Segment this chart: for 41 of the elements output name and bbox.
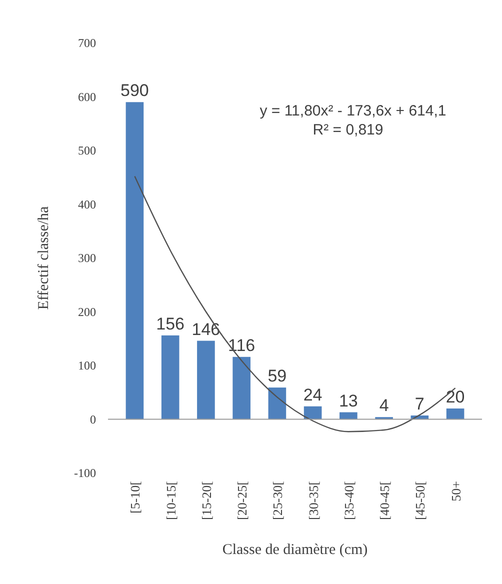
- y-tick-label: 0: [90, 412, 96, 426]
- data-label: 13: [338, 391, 358, 410]
- bar: [304, 406, 322, 420]
- y-tick-label: 200: [78, 304, 96, 319]
- bar: [126, 102, 144, 420]
- data-label: 59: [268, 366, 287, 386]
- x-tick-label: [15-20[: [198, 481, 214, 520]
- y-tick-label: -100: [74, 466, 96, 480]
- y-tick-label: 500: [78, 144, 96, 158]
- y-tick-label: 300: [78, 251, 96, 265]
- y-tick-label: 400: [78, 197, 96, 212]
- bar: [340, 412, 358, 420]
- bar: [161, 335, 180, 420]
- x-tick-label: 50+: [448, 481, 464, 502]
- bar: [446, 408, 464, 420]
- data-label: 156: [156, 314, 185, 334]
- data-label: 590: [120, 81, 149, 100]
- y-tick-label: 600: [78, 90, 96, 104]
- x-tick-label: [45-50[: [412, 481, 428, 520]
- x-tick-label: [25-30[: [270, 481, 286, 520]
- data-label: 24: [303, 385, 322, 404]
- x-tick-label: [10-15[: [163, 481, 178, 520]
- data-label: 7: [414, 394, 424, 414]
- bar: [232, 356, 250, 420]
- data-label: 146: [192, 320, 220, 339]
- y-axis-title: Effectif classe/ha: [36, 206, 52, 310]
- x-tick-label: [5-10[: [128, 481, 143, 514]
- bar: [268, 388, 286, 420]
- y-tick-label: 700: [78, 36, 96, 50]
- x-tick-label: [35-40[: [341, 481, 356, 520]
- x-axis-title: Classe de diamètre (cm): [222, 542, 368, 558]
- data-label: 4: [379, 396, 389, 416]
- x-tick-label: [40-45[: [377, 481, 392, 520]
- annotation: R² = 0,819: [312, 121, 384, 138]
- data-label: 116: [228, 336, 256, 355]
- y-tick-label: 100: [78, 358, 96, 372]
- x-tick-label: [30-35[: [306, 481, 321, 520]
- annotation: y = 11,80x² - 173,6x + 614,1: [260, 102, 446, 120]
- x-tick-label: [20-25[: [234, 481, 250, 520]
- bar: [197, 340, 215, 420]
- data-label: 20: [446, 388, 465, 406]
